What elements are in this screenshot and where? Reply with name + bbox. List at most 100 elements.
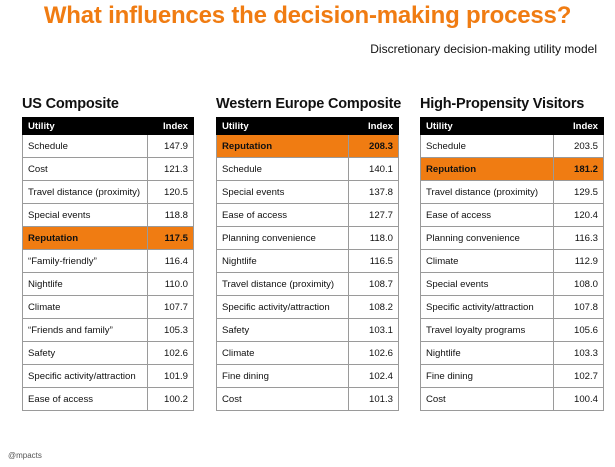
panel-high-propensity-visitors: High-Propensity Visitors Utility Index S… xyxy=(420,96,604,411)
index-cell: 181.2 xyxy=(553,157,604,181)
panel-title: US Composite xyxy=(22,96,119,112)
utility-cell: Special events xyxy=(420,272,554,296)
table-header-row: Utility Index xyxy=(22,117,194,135)
utility-cell: Ease of access xyxy=(22,387,148,411)
table-row: Nightlife 103.3 xyxy=(420,341,604,365)
table-row: Ease of access 120.4 xyxy=(420,203,604,227)
table-row: Travel distance (proximity) 120.5 xyxy=(22,180,194,204)
index-cell: 103.1 xyxy=(348,318,399,342)
table-row: Ease of access 100.2 xyxy=(22,387,194,411)
index-cell: 102.7 xyxy=(553,364,604,388)
table-row: Special events 137.8 xyxy=(216,180,399,204)
panel-western-europe-composite: Western Europe Composite Utility Index R… xyxy=(216,96,402,411)
utility-cell: Travel distance (proximity) xyxy=(216,272,349,296)
utility-cell: Specific activity/attraction xyxy=(420,295,554,319)
index-cell: 102.6 xyxy=(147,341,194,365)
panel-title: Western Europe Composite xyxy=(216,96,402,112)
utility-cell: Special events xyxy=(22,203,148,227)
index-cell: 100.2 xyxy=(147,387,194,411)
index-cell: 117.5 xyxy=(147,226,194,250)
index-cell: 112.9 xyxy=(553,249,604,273)
header-index: Index xyxy=(147,117,194,135)
table-row: Specific activity/attraction 108.2 xyxy=(216,295,399,319)
table-row: Fine dining 102.4 xyxy=(216,364,399,388)
page-subtitle: Discretionary decision-making utility mo… xyxy=(370,42,597,56)
index-cell: 120.5 xyxy=(147,180,194,204)
index-cell: 118.8 xyxy=(147,203,194,227)
index-cell: 100.4 xyxy=(553,387,604,411)
table-row: Schedule 147.9 xyxy=(22,134,194,158)
utility-cell: Nightlife xyxy=(420,341,554,365)
utility-table: Utility Index Schedule 203.5 Reputation 181… xyxy=(420,117,604,411)
table-row: Specific activity/attraction 101.9 xyxy=(22,364,194,388)
index-cell: 107.7 xyxy=(147,295,194,319)
table-row: Schedule 140.1 xyxy=(216,157,399,181)
utility-cell: Fine dining xyxy=(420,364,554,388)
index-cell: 140.1 xyxy=(348,157,399,181)
utility-cell: Schedule xyxy=(216,157,349,181)
header-utility: Utility xyxy=(420,117,554,135)
index-cell: 108.0 xyxy=(553,272,604,296)
utility-cell: “Family-friendly” xyxy=(22,249,148,273)
table-body: Schedule 203.5 Reputation 181.2 Travel dista… xyxy=(420,134,604,411)
index-cell: 121.3 xyxy=(147,157,194,181)
index-cell: 110.0 xyxy=(147,272,194,296)
index-cell: 102.4 xyxy=(348,364,399,388)
utility-cell: Schedule xyxy=(420,134,554,158)
utility-cell: Cost xyxy=(22,157,148,181)
table-row: Cost 101.3 xyxy=(216,387,399,411)
header-utility: Utility xyxy=(22,117,148,135)
utility-cell: Climate xyxy=(216,341,349,365)
table-row: Climate 102.6 xyxy=(216,341,399,365)
index-cell: 120.4 xyxy=(553,203,604,227)
utility-cell: Planning convenience xyxy=(216,226,349,250)
utility-cell: Specific activity/attraction xyxy=(216,295,349,319)
table-row: Special events 118.8 xyxy=(22,203,194,227)
index-cell: 116.3 xyxy=(553,226,604,250)
utility-cell: Safety xyxy=(216,318,349,342)
utility-cell: Nightlife xyxy=(22,272,148,296)
header-index: Index xyxy=(553,117,604,135)
table-row: Ease of access 127.7 xyxy=(216,203,399,227)
utility-cell: Cost xyxy=(216,387,349,411)
table-row: Specific activity/attraction 107.8 xyxy=(420,295,604,319)
utility-cell: Safety xyxy=(22,341,148,365)
utility-cell: Special events xyxy=(216,180,349,204)
index-cell: 101.9 xyxy=(147,364,194,388)
index-cell: 108.7 xyxy=(348,272,399,296)
header-index: Index xyxy=(348,117,399,135)
utility-cell: Climate xyxy=(22,295,148,319)
table-body: Schedule 147.9 Cost 121.3 Travel distance (p… xyxy=(22,134,194,411)
index-cell: 101.3 xyxy=(348,387,399,411)
table-row: Nightlife 110.0 xyxy=(22,272,194,296)
utility-cell: Fine dining xyxy=(216,364,349,388)
table-row: Reputation 117.5 xyxy=(22,226,194,250)
table-row: Safety 102.6 xyxy=(22,341,194,365)
panel-title: High-Propensity Visitors xyxy=(420,96,585,112)
index-cell: 129.5 xyxy=(553,180,604,204)
index-cell: 103.3 xyxy=(553,341,604,365)
table-row: Travel distance (proximity) 108.7 xyxy=(216,272,399,296)
utility-cell: Ease of access xyxy=(420,203,554,227)
utility-cell: Planning convenience xyxy=(420,226,554,250)
table-row: Special events 108.0 xyxy=(420,272,604,296)
table-row: Climate 107.7 xyxy=(22,295,194,319)
table-row: Reputation 208.3 xyxy=(216,134,399,158)
index-cell: 147.9 xyxy=(147,134,194,158)
table-row: “Family-friendly” 116.4 xyxy=(22,249,194,273)
utility-cell: Climate xyxy=(420,249,554,273)
table-row: Planning convenience 116.3 xyxy=(420,226,604,250)
utility-cell: “Friends and family” xyxy=(22,318,148,342)
utility-cell: Travel loyalty programs xyxy=(420,318,554,342)
utility-cell: Cost xyxy=(420,387,554,411)
table-row: Cost 121.3 xyxy=(22,157,194,181)
index-cell: 105.6 xyxy=(553,318,604,342)
utility-cell: Nightlife xyxy=(216,249,349,273)
page-title: What influences the decision-making proc… xyxy=(43,2,572,29)
utility-cell: Specific activity/attraction xyxy=(22,364,148,388)
index-cell: 137.8 xyxy=(348,180,399,204)
utility-table: Utility Index Reputation 208.3 Schedule 140… xyxy=(216,117,399,411)
table-row: Safety 103.1 xyxy=(216,318,399,342)
utility-cell: Reputation xyxy=(420,157,554,181)
index-cell: 118.0 xyxy=(348,226,399,250)
